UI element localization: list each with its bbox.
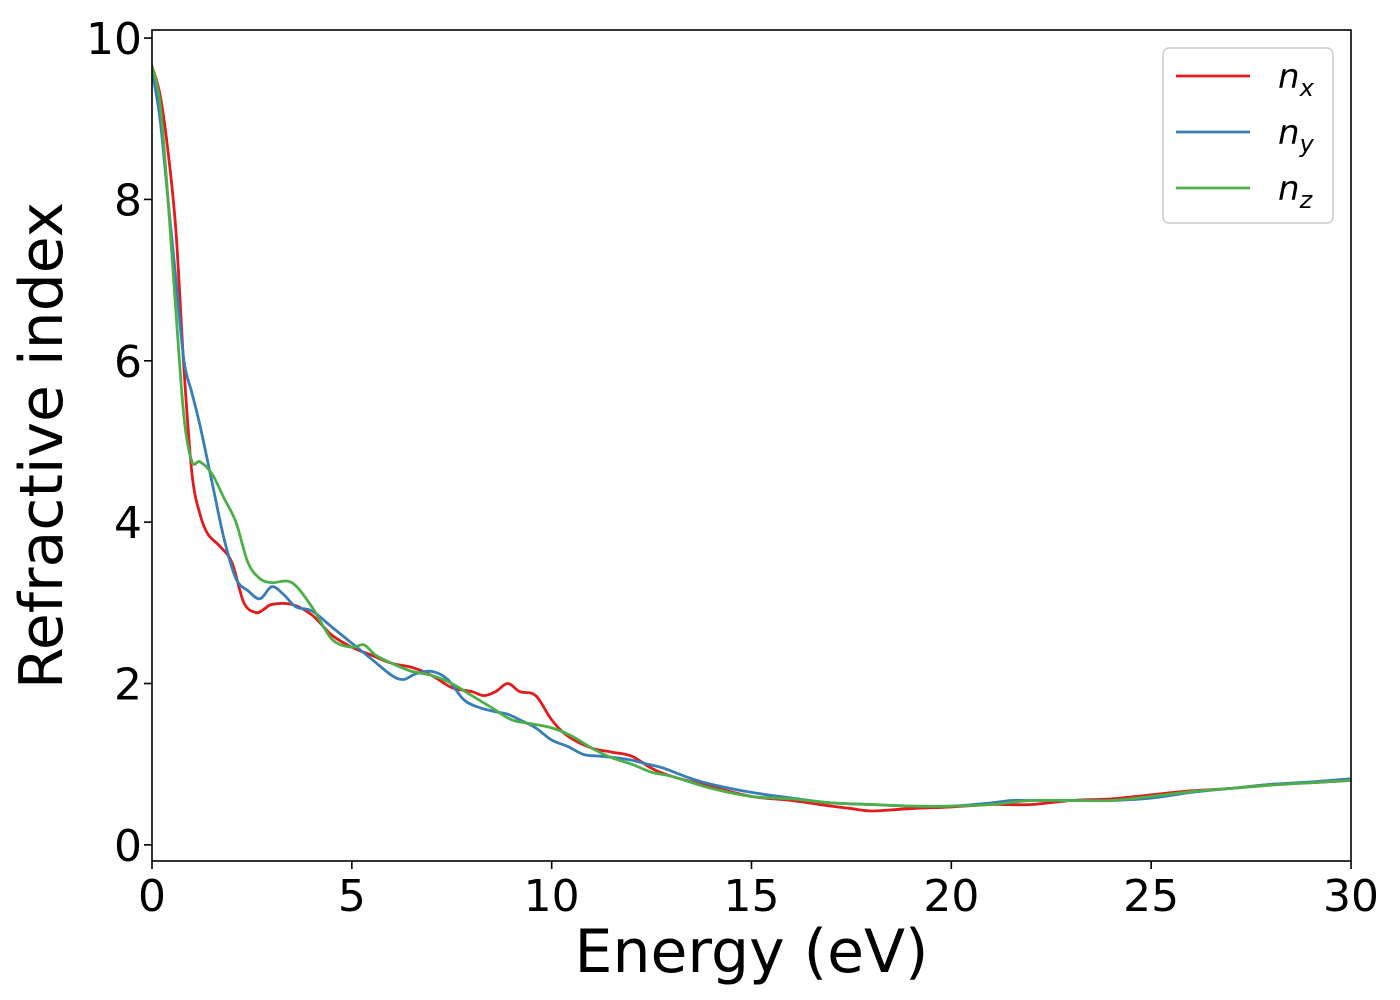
legend-entry-subscript: y: [1299, 130, 1315, 158]
y-axis-label: Refractive index: [7, 202, 77, 689]
legend-entry-symbol: n: [1278, 169, 1300, 209]
y-tick-label: 4: [114, 498, 142, 549]
legend-entry-symbol: n: [1278, 57, 1300, 97]
x-axis-ticks: 0 5 10 15 20 25 30: [138, 861, 1379, 922]
legend-entry-nx: nx: [1278, 57, 1315, 102]
x-tick-label: 10: [524, 871, 580, 922]
series-line-ny: [152, 68, 1351, 808]
legend-entry-ny: ny: [1278, 113, 1315, 158]
x-tick-label: 20: [923, 871, 979, 922]
y-tick-label: 10: [86, 14, 142, 65]
legend-entry-nz: nz: [1278, 169, 1314, 214]
legend-box: [1162, 47, 1334, 224]
y-tick-label: 6: [114, 337, 142, 388]
x-tick-label: 0: [138, 871, 166, 922]
x-tick-label: 30: [1323, 871, 1379, 922]
x-tick-label: 5: [338, 871, 366, 922]
legend-entry-subscript: z: [1299, 186, 1314, 214]
series-line-nz: [152, 64, 1351, 808]
y-tick-label: 2: [114, 660, 142, 711]
y-tick-label: 8: [114, 175, 142, 226]
legend-entry-subscript: x: [1299, 74, 1315, 102]
x-tick-label: 15: [724, 871, 780, 922]
plot-lines: [152, 64, 1351, 813]
legend-entry-symbol: n: [1278, 113, 1300, 153]
y-tick-label: 0: [114, 821, 142, 872]
y-axis-ticks: 0 2 4 6 8 10: [86, 14, 152, 872]
x-axis-label: Energy (eV): [575, 917, 929, 987]
x-tick-label: 25: [1123, 871, 1179, 922]
